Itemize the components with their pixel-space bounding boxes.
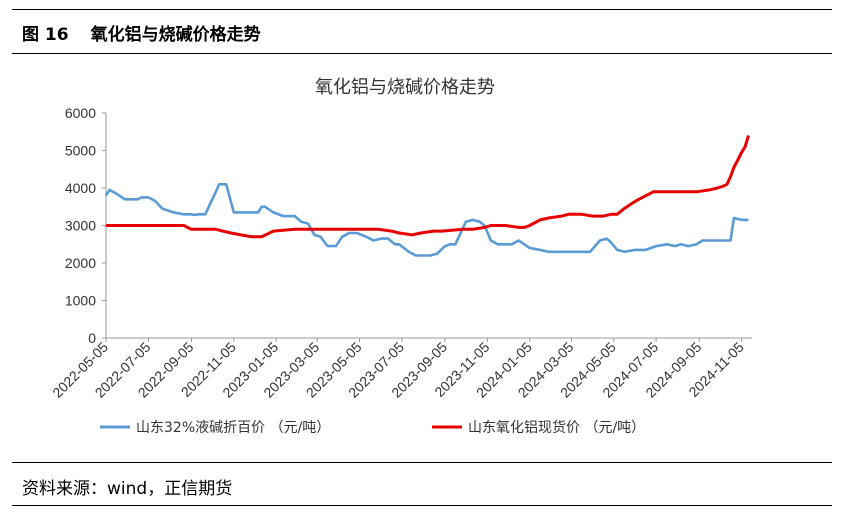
legend-label-0: 山东32%液碱折百价 （元/吨） [136,420,330,436]
figure-title: 图 16 氧化铝与烧碱价格走势 [22,20,261,45]
legend-label-1: 山东氧化铝现货价 （元/吨） [468,419,645,436]
source-note: 资料来源：wind，正信期货 [22,479,233,499]
source-rule [12,462,832,463]
figure-number: 图 16 [22,25,69,45]
bottom-rule [12,505,832,506]
y-tick-label: 1000 [65,293,96,309]
chart-title: 氧化铝与烧碱价格走势 [315,77,495,98]
figure-title-text: 氧化铝与烧碱价格走势 [90,25,261,45]
y-tick-label: 2000 [65,255,96,271]
y-tick-label: 0 [88,330,96,346]
legend: 山东32%液碱折百价 （元/吨） 山东氧化铝现货价 （元/吨） [100,419,645,436]
y-tick-label: 5000 [65,143,96,159]
series-group [104,135,750,257]
y-axis: 0 1000 2000 3000 4000 5000 6000 [65,105,107,346]
title-rule [12,53,832,54]
y-tick-label: 6000 [65,105,96,121]
top-rule [12,9,832,10]
series-line-0 [104,183,749,257]
x-axis: 2022-05-052022-07-052022-09-052022-11-05… [49,337,752,401]
series-line-1 [106,135,750,239]
y-tick-label: 3000 [65,218,96,234]
y-tick-label: 4000 [65,180,96,196]
